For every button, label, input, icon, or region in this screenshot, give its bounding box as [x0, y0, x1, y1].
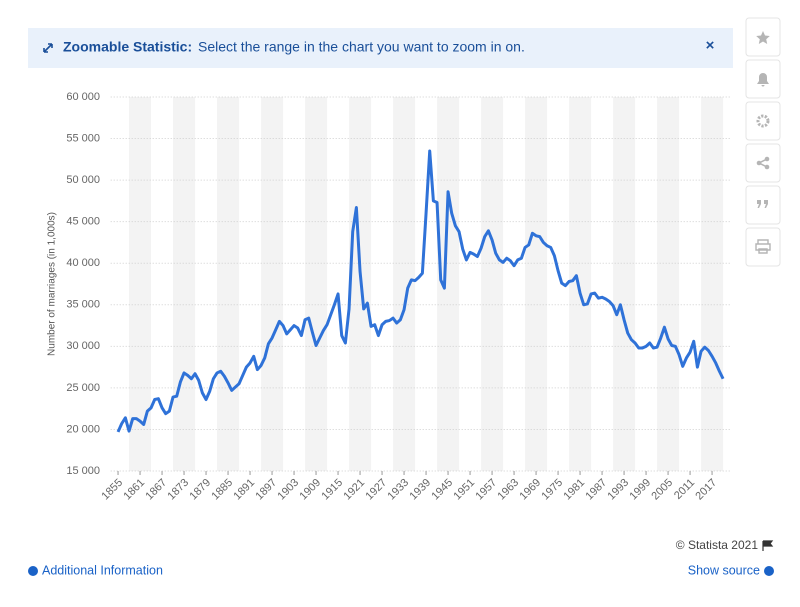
- x-tick-label: 1915: [319, 477, 345, 503]
- y-tick-label: 50 000: [66, 174, 100, 186]
- bell-icon: [757, 73, 769, 87]
- y-tick-label: 40 000: [66, 257, 100, 269]
- x-tick-label: 1903: [275, 477, 301, 503]
- additional-info-link[interactable]: Additional Information: [42, 563, 163, 577]
- banner-text: Select the range in the chart you want t…: [198, 39, 525, 55]
- band: [569, 97, 592, 471]
- y-tick-label: 35 000: [66, 299, 100, 311]
- print-icon: [755, 239, 771, 254]
- share-button[interactable]: [745, 143, 781, 183]
- copyright: © Statista 2021: [676, 538, 759, 552]
- x-tick-label: 2011: [672, 477, 697, 502]
- x-tick-label: 1993: [605, 477, 631, 503]
- x-tick-label: 1885: [209, 477, 235, 503]
- x-tick-label: 1921: [341, 477, 367, 503]
- x-tick-label: 1861: [121, 477, 147, 503]
- y-tick-label: 45 000: [66, 216, 100, 228]
- band: [481, 97, 504, 471]
- band: [525, 97, 548, 471]
- print-button[interactable]: [745, 227, 781, 267]
- band: [261, 97, 284, 471]
- x-tick-label: 1927: [363, 477, 389, 503]
- x-tick-label: 1867: [143, 477, 169, 503]
- y-tick-label: 20 000: [66, 423, 100, 435]
- x-tick-label: 1981: [561, 477, 587, 503]
- band: [129, 97, 152, 471]
- x-tick-label: 1963: [495, 477, 521, 503]
- x-tick-label: 1909: [297, 477, 323, 503]
- show-source-link[interactable]: Show source: [688, 563, 760, 577]
- y-tick-label: 55 000: [66, 132, 100, 144]
- flag-icon: [762, 540, 774, 551]
- gear-icon: [756, 114, 770, 128]
- x-tick-label: 2017: [693, 477, 719, 503]
- plot-area: 15 000 20 000 25 000 30 000 35 000 40 000 45 0…: [66, 91, 731, 503]
- data-line: [116, 149, 725, 433]
- x-tick-label: 1873: [165, 477, 191, 503]
- x-tick-label: 1897: [253, 477, 279, 503]
- banner-title: Zoomable Statistic:: [63, 39, 192, 55]
- y-tick-label: 30 000: [66, 340, 100, 352]
- zoom-banner: [28, 28, 733, 68]
- share-dot: [764, 164, 770, 170]
- info-icon: [28, 566, 38, 576]
- band: [437, 97, 460, 471]
- sidebar: [745, 17, 781, 267]
- band: [393, 97, 416, 471]
- y-tick-label: 15 000: [66, 465, 100, 477]
- y-tick-label: 60 000: [66, 91, 100, 103]
- band: [305, 97, 328, 471]
- band: [701, 97, 724, 471]
- x-tick-label: 1891: [231, 477, 257, 503]
- zoom-icon: [43, 43, 53, 53]
- y-tick-label: 25 000: [66, 382, 100, 394]
- x-tick-label: 1951: [451, 477, 477, 503]
- band: [613, 97, 636, 471]
- settings-button[interactable]: [745, 101, 781, 141]
- x-tick-label: 1879: [187, 477, 213, 503]
- x-tick-label: 1945: [429, 477, 455, 503]
- quote-icon: [757, 200, 768, 208]
- x-tick-label: 1969: [517, 477, 543, 503]
- share-dot: [764, 156, 770, 162]
- share-dot: [756, 160, 762, 166]
- band: [173, 97, 196, 471]
- band: [217, 97, 240, 471]
- info-icon: [764, 566, 774, 576]
- x-tick-label: 1855: [99, 477, 125, 503]
- star-icon: [756, 31, 770, 44]
- x-tick-label: 1999: [627, 477, 653, 503]
- x-tick-label: 1987: [583, 477, 609, 503]
- x-tick-label: 2005: [649, 477, 675, 503]
- x-tick-label: 1939: [407, 477, 433, 503]
- x-tick-label: 1957: [473, 477, 499, 503]
- y-axis-label: Number of marriages (in 1,000s): [47, 212, 58, 356]
- cite-button[interactable]: [745, 185, 781, 225]
- x-tick-label: 1975: [539, 477, 565, 503]
- close-button[interactable]: ×: [706, 37, 715, 54]
- x-tick-label: 1933: [385, 477, 411, 503]
- band: [657, 97, 680, 471]
